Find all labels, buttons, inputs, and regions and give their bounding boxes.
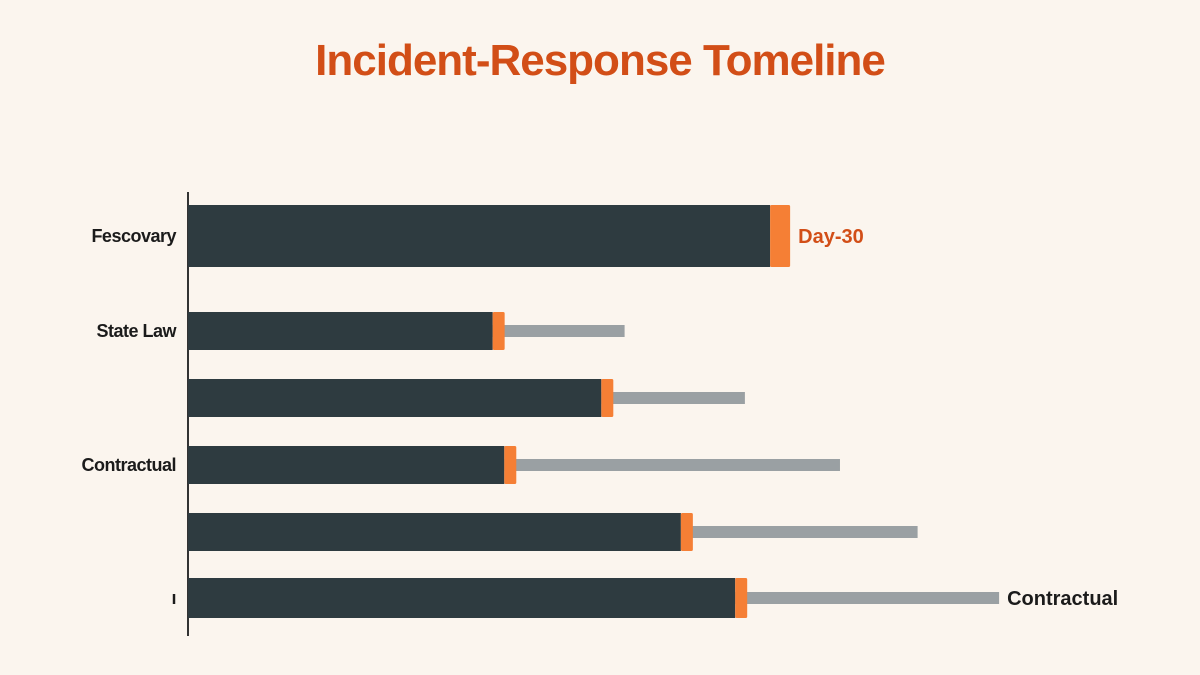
whisker-5 <box>735 592 1000 604</box>
chart-title: Incident-Response Tomeline <box>315 36 886 85</box>
bar-0 <box>188 205 771 267</box>
bar-2 <box>188 379 602 417</box>
category-label-0: Fescovary <box>91 226 176 246</box>
bar-marker-2 <box>601 379 614 417</box>
bar-marker-4 <box>680 513 693 551</box>
category-label-5: ı <box>171 588 176 608</box>
whisker-1 <box>492 325 625 337</box>
whisker-2 <box>601 392 745 404</box>
bars-layer: Fescovary State Law Contractual ı Day-30 Cont… <box>81 205 1118 618</box>
bar-marker-1 <box>492 312 505 350</box>
bar-marker-3 <box>504 446 517 484</box>
category-label-3: Contractual <box>81 455 176 475</box>
bar-5 <box>188 578 736 618</box>
bar-marker-0 <box>770 205 791 267</box>
bar-marker-5 <box>735 578 748 618</box>
whisker-3 <box>504 459 840 471</box>
whisker-4 <box>680 526 918 538</box>
annotation-label-0: Day-30 <box>798 226 864 248</box>
bar-3 <box>188 446 505 484</box>
annotation-label-1: Contractual <box>1007 588 1118 610</box>
bar-1 <box>188 312 493 350</box>
bar-4 <box>188 513 681 551</box>
category-label-1: State Law <box>96 321 177 341</box>
